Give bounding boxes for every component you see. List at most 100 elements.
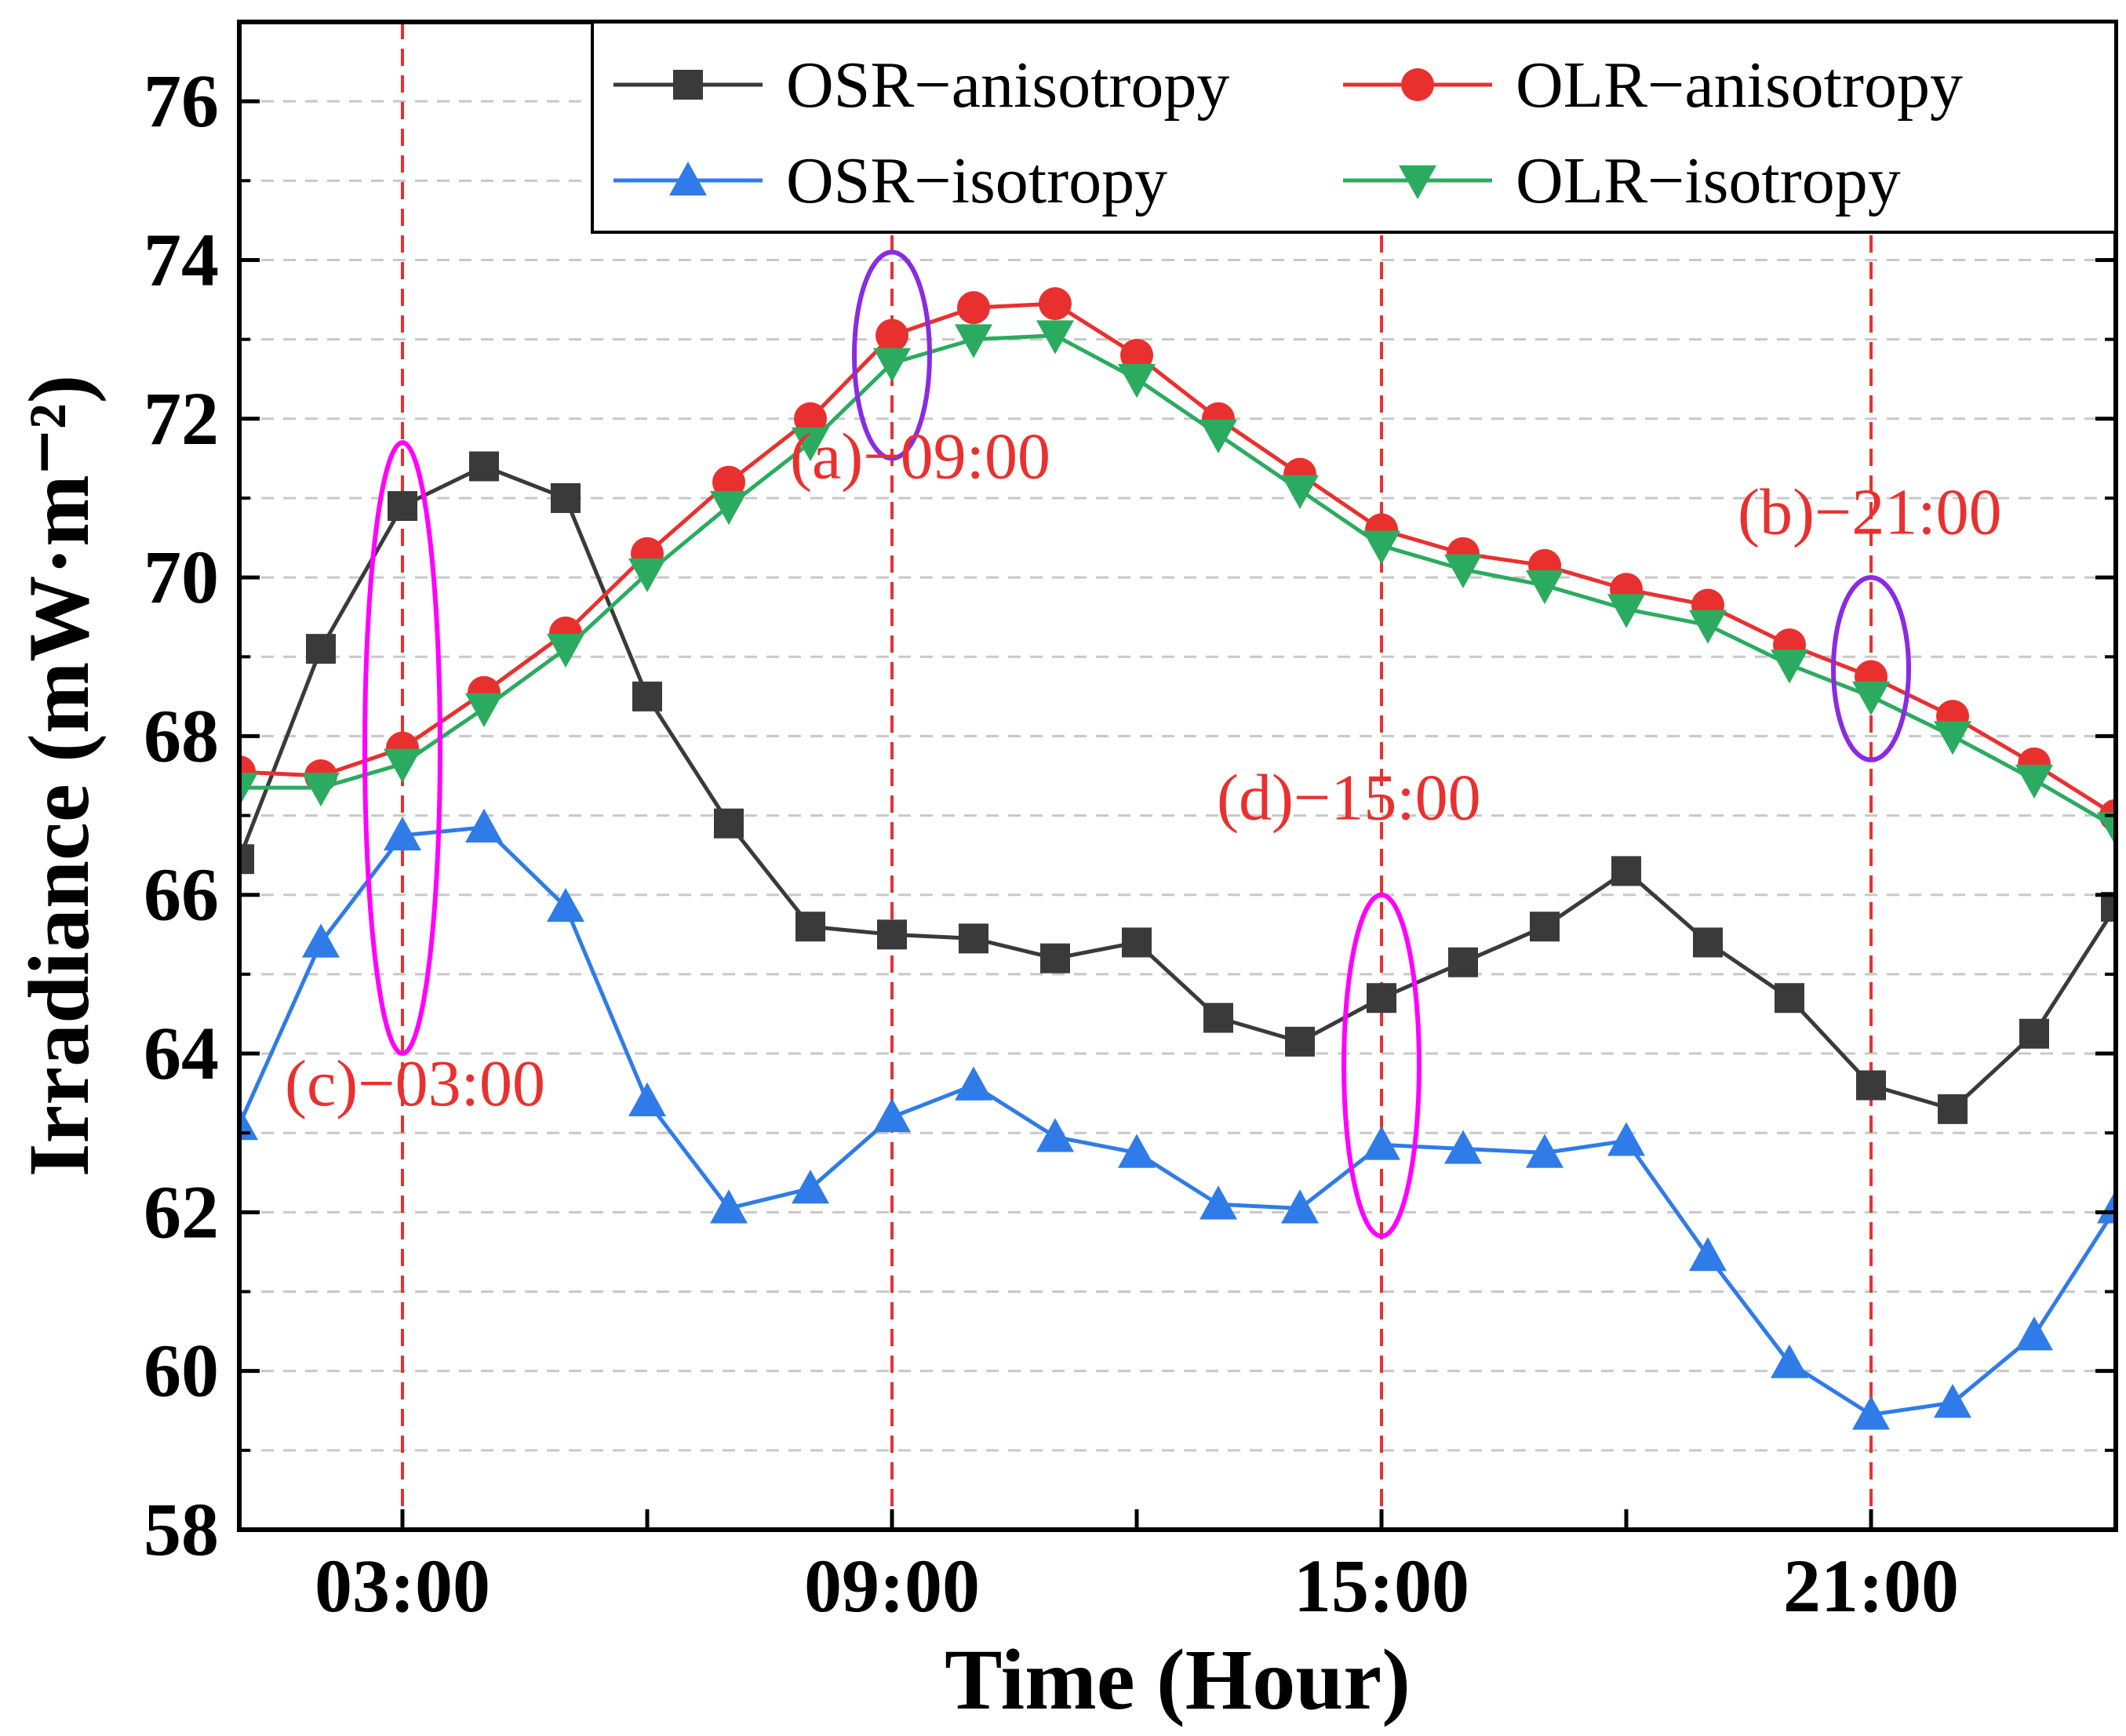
y-axis-title: Irradiance (mW·m⁻²) — [11, 375, 107, 1177]
data-point — [710, 490, 748, 526]
legend-entry: OSR−anisotropy — [613, 49, 1229, 122]
y-tick-label: 58 — [144, 1487, 219, 1571]
legend-marker — [1401, 68, 1434, 101]
data-point — [2097, 812, 2116, 846]
data-point — [1036, 320, 1074, 355]
data-point — [1689, 1237, 1727, 1272]
y-tick-label: 68 — [144, 693, 219, 777]
data-point — [1448, 947, 1478, 977]
x-tick-label: 09:00 — [804, 1544, 980, 1628]
legend-entry: OLR−anisotropy — [1343, 49, 1963, 122]
data-point — [384, 748, 421, 783]
data-point — [1118, 364, 1156, 399]
data-point — [876, 318, 908, 352]
legend: OSR−anisotropy OLR−anisotropy OSR−isotropy… — [591, 20, 2117, 234]
data-point — [873, 348, 911, 382]
ellipse-c — [362, 440, 442, 1057]
legend-marker — [669, 162, 707, 196]
data-point — [1281, 475, 1319, 509]
series-triangle-up — [239, 808, 2116, 1430]
x-tick-label: 21:00 — [1783, 1544, 1959, 1628]
data-point — [302, 923, 340, 958]
data-point — [239, 844, 254, 875]
data-point — [632, 681, 662, 712]
annotation-label: (c)−03:00 — [285, 1047, 545, 1120]
legend-label: OLR−anisotropy — [1516, 49, 1963, 122]
data-point — [465, 808, 503, 843]
x-axis-title: Time (Hour) — [945, 1632, 1411, 1727]
data-point — [1938, 1094, 1968, 1124]
axis-ticks: 58 60 62 64 66 68 70 72 74 76 03:00 09:00 15:00 21:00 — [144, 59, 2116, 1628]
annotation-label: (b)−21:00 — [1738, 475, 2002, 548]
legend-marker — [673, 70, 703, 100]
data-point — [1040, 943, 1070, 974]
data-point — [302, 772, 340, 807]
data-point — [1036, 1118, 1074, 1152]
data-point — [1363, 530, 1400, 565]
data-point — [1934, 721, 1971, 755]
data-point — [792, 427, 829, 462]
data-point — [388, 491, 417, 522]
data-point — [959, 923, 988, 954]
y-tick-label: 62 — [144, 1170, 219, 1254]
data-point — [1039, 287, 1072, 321]
x-tick-label: 03:00 — [315, 1544, 490, 1628]
y-tick-label: 74 — [144, 217, 219, 301]
data-point — [1281, 1189, 1319, 1224]
data-point — [547, 633, 584, 668]
legend-entry: OSR−isotropy — [613, 144, 1167, 217]
data-point — [1367, 983, 1396, 1014]
data-point — [239, 772, 258, 807]
data-point — [712, 465, 745, 499]
data-point — [1118, 1134, 1156, 1168]
series-line — [239, 333, 2116, 829]
data-point — [1526, 570, 1564, 605]
ellipse-b — [1831, 575, 1911, 762]
data-point — [1775, 983, 1804, 1014]
ellipse-a — [852, 249, 932, 461]
data-point — [1689, 610, 1727, 644]
data-point — [1203, 1003, 1233, 1033]
data-point — [1771, 1344, 1808, 1378]
x-tick-label: 15:00 — [1294, 1544, 1469, 1628]
series-triangle-down — [239, 320, 2116, 846]
plot-background — [239, 22, 2116, 1530]
legend-marker — [1399, 165, 1436, 199]
data-point — [1852, 681, 1890, 715]
data-point — [1444, 554, 1482, 588]
data-point — [306, 634, 336, 664]
data-point — [1526, 1134, 1564, 1168]
data-point — [1444, 1130, 1482, 1164]
legend-entry: OLR−isotropy — [1343, 144, 1901, 217]
y-tick-label: 70 — [144, 535, 219, 619]
annotations: (a)−09:00 (b)−21:00 (c)−03:00 (d)−15:00 — [285, 420, 2002, 1120]
y-tick-label: 60 — [144, 1329, 219, 1413]
y-tick-label: 66 — [144, 853, 219, 937]
data-point — [955, 324, 992, 358]
data-point — [628, 1082, 666, 1116]
data-point — [465, 693, 503, 728]
data-point — [1934, 1384, 1971, 1418]
ellipse-d — [1341, 892, 1422, 1239]
data-point — [1530, 912, 1560, 942]
data-point — [1852, 1396, 1890, 1430]
data-point — [1607, 1122, 1645, 1156]
legend-box — [591, 20, 2117, 234]
data-point — [1611, 856, 1641, 886]
data-point — [795, 912, 825, 942]
y-tick-label: 64 — [144, 1011, 219, 1095]
legend-label: OLR−isotropy — [1516, 144, 1901, 217]
data-point — [2015, 1316, 2053, 1351]
data-point — [1607, 594, 1645, 628]
data-point — [1200, 1185, 1237, 1220]
data-point — [710, 1189, 748, 1224]
annotation-label: (a)−09:00 — [790, 420, 1050, 493]
annotation-label: (d)−15:00 — [1217, 762, 1481, 835]
data-point — [1285, 1026, 1315, 1057]
data-point — [384, 816, 421, 851]
data-point — [1363, 1126, 1400, 1160]
data-point — [1771, 650, 1808, 684]
data-point — [957, 291, 990, 325]
data-point — [547, 887, 584, 923]
